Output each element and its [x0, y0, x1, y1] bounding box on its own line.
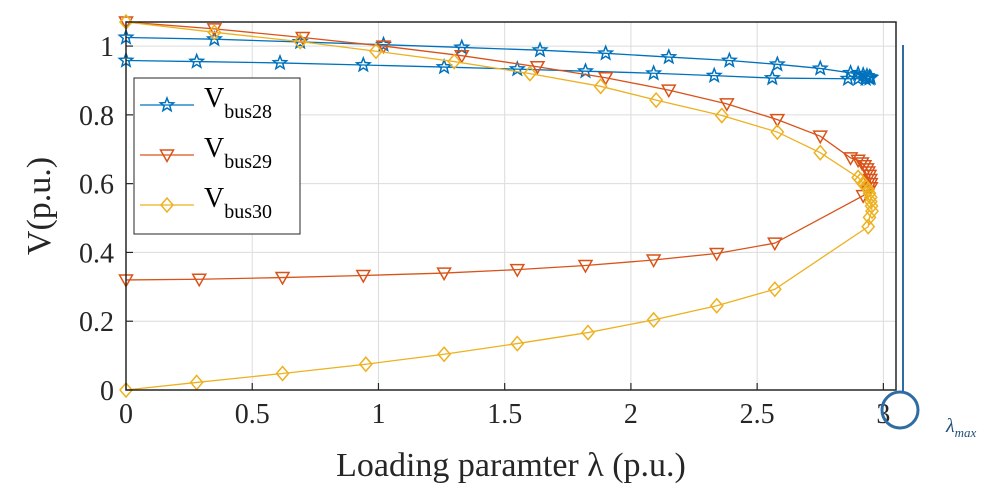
- x-tick-label: 0: [119, 399, 133, 430]
- data-point-bus29: [436, 267, 452, 282]
- data-point-bus30: [437, 346, 452, 363]
- x-tick-label: 1: [371, 399, 385, 430]
- legend-label: Vbus30: [204, 183, 272, 223]
- data-point-bus28: [839, 69, 857, 87]
- lambda-max-label: λmax: [945, 415, 977, 440]
- series-layer: [117, 13, 880, 399]
- legend-swatch-marker: [159, 149, 175, 164]
- data-point-bus29: [355, 269, 372, 284]
- legend: Vbus28 Vbus29 Vbus30: [133, 77, 301, 235]
- data-point-bus29: [769, 113, 786, 128]
- y-tick-label: 0.2: [79, 307, 114, 338]
- data-point-bus28: [720, 51, 739, 68]
- data-point-bus28: [644, 64, 663, 81]
- series-line-bus30: [125, 21, 873, 391]
- data-point-bus30: [581, 324, 595, 341]
- y-tick-label: 0.4: [79, 238, 114, 269]
- legend-swatch-marker: [160, 196, 174, 214]
- data-point-bus30: [522, 65, 537, 82]
- data-point-bus28: [188, 52, 206, 69]
- data-point-bus30: [510, 335, 525, 352]
- data-point-bus30: [770, 123, 785, 141]
- data-point-bus29: [509, 263, 526, 278]
- data-point-bus30: [447, 53, 462, 70]
- data-point-bus29: [812, 130, 829, 145]
- data-point-bus29: [577, 259, 594, 274]
- data-point-bus30: [646, 311, 661, 328]
- data-point-bus30: [863, 193, 878, 210]
- data-point-bus30: [767, 281, 782, 298]
- y-tick-label: 1: [100, 32, 114, 63]
- legend-label: Vbus29: [204, 133, 272, 173]
- lambda-max-circle: [880, 390, 920, 430]
- data-point-bus28: [597, 44, 615, 61]
- data-point-bus28: [354, 55, 372, 73]
- data-point-bus30: [709, 297, 724, 314]
- legend-entry-bus29: Vbus29: [140, 133, 272, 173]
- legend-entry-bus28: Vbus28: [140, 83, 272, 123]
- legend-entry-bus30: Vbus30: [140, 183, 272, 223]
- data-point-bus30: [368, 43, 383, 60]
- data-point-bus28: [205, 30, 224, 47]
- data-point-bus30: [207, 24, 222, 41]
- data-point-bus28: [271, 53, 289, 71]
- data-point-bus29: [191, 273, 207, 288]
- data-point-bus30: [862, 209, 877, 226]
- data-point-bus30: [119, 381, 133, 399]
- data-point-bus30: [861, 218, 876, 235]
- data-point-bus29: [597, 71, 614, 86]
- data-point-bus28: [705, 66, 723, 84]
- data-point-bus28: [849, 64, 867, 82]
- data-point-bus30: [813, 144, 828, 161]
- data-point-bus30: [593, 78, 608, 95]
- legend-swatch-marker: [158, 95, 176, 113]
- y-tick-label: 0.8: [79, 101, 114, 132]
- data-point-bus30: [293, 33, 308, 50]
- data-point-bus30: [358, 356, 373, 373]
- y-axis-label: V(p.u.): [21, 157, 58, 255]
- data-point-bus29: [861, 169, 878, 184]
- data-point-bus29: [661, 84, 677, 99]
- data-point-bus30: [714, 107, 729, 124]
- x-axis-label: Loading paramter λ (p.u.): [336, 447, 686, 484]
- data-point-bus29: [294, 31, 311, 46]
- data-point-bus29: [719, 98, 735, 112]
- data-point-bus28: [435, 57, 453, 75]
- x-tick-label: 2: [624, 399, 638, 430]
- x-tick-label: 0.5: [235, 399, 270, 430]
- data-point-bus28: [768, 55, 786, 72]
- data-point-bus29: [274, 271, 291, 286]
- y-tick-label: 0.6: [79, 170, 114, 201]
- x-tick-label: 1.5: [487, 399, 522, 430]
- lambda-max-marker: λmax: [880, 45, 977, 440]
- data-point-bus28: [811, 59, 829, 76]
- data-point-bus30: [275, 365, 290, 382]
- data-point-bus29: [708, 247, 725, 262]
- data-point-bus28: [763, 68, 781, 86]
- data-point-bus28: [660, 47, 678, 65]
- data-point-bus30: [865, 203, 880, 220]
- data-point-bus29: [375, 40, 392, 55]
- data-point-bus30: [649, 91, 664, 109]
- data-point-bus30: [863, 189, 878, 206]
- data-point-bus29: [645, 254, 662, 269]
- plot-frame: [125, 21, 897, 391]
- data-point-bus29: [529, 60, 546, 75]
- data-point-bus28: [531, 41, 549, 58]
- data-point-bus29: [453, 49, 470, 64]
- x-tick-label: 2.5: [740, 399, 775, 430]
- data-point-bus29: [767, 237, 783, 252]
- legend-label: Vbus28: [204, 83, 272, 123]
- y-tick-label: 0: [100, 376, 114, 407]
